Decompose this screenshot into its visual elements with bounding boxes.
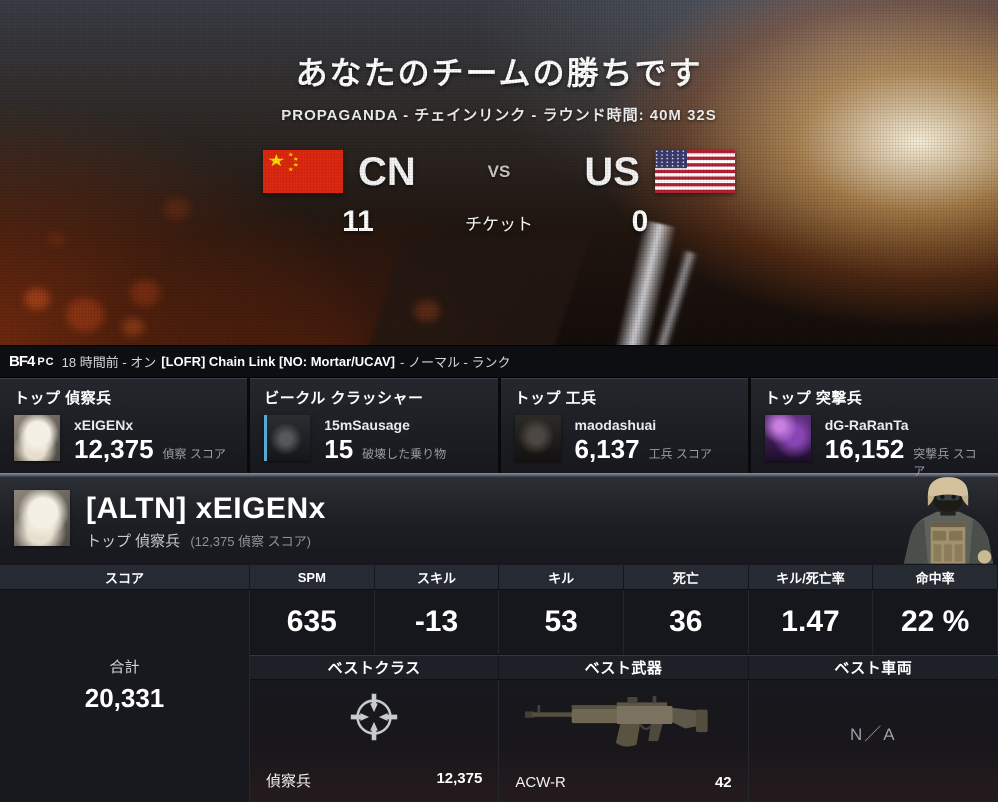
- best-vehicle-na: N／A: [850, 725, 897, 744]
- card-title: ビークル クラッシャー: [264, 390, 424, 407]
- card-title: トップ 工兵: [514, 390, 597, 407]
- section-divider: [0, 473, 998, 478]
- platform-badge: PC: [37, 355, 55, 368]
- top-player-card-vehicle-crusher[interactable]: ビークル クラッシャー 15mSausage 15 破壊した乗り物: [250, 378, 498, 473]
- player-avatar-large[interactable]: [14, 490, 70, 546]
- total-score-value: 20,331: [84, 683, 165, 713]
- player-detail-role-score: (12,375 偵察 スコア): [190, 534, 311, 549]
- stat-value-kills: 53: [499, 590, 624, 655]
- scoreboard: CN VS US: [263, 150, 735, 237]
- best-weapon-kills: 42: [714, 774, 732, 791]
- top-player-card-assault[interactable]: トップ 突撃兵 dG-RaRanTa 16,152 突撃兵 スコア: [750, 378, 998, 478]
- total-score-cell: 合計 20,331: [0, 590, 250, 802]
- hero-banner: あなたのチームの勝ちです PROPAGANDA - チェインリンク - ラウンド…: [0, 0, 998, 345]
- match-info-bar: BF4 PC 18 時間前 - オン [LOFR] Chain Link [NO…: [0, 345, 998, 378]
- best-vehicle-panel: N／A: [748, 680, 998, 802]
- player-detail-role: トップ 偵察兵: [86, 533, 181, 550]
- stat-value-spm: 635: [250, 590, 375, 655]
- top-player-card-recon[interactable]: トップ 偵察兵 xEIGENx 12,375 偵察 スコア: [0, 378, 248, 473]
- stat-header-spm: SPM: [250, 565, 375, 590]
- card-value: 15: [324, 434, 354, 464]
- team-cn-code: CN: [358, 149, 416, 194]
- stat-value-kd-ratio: 1.47: [748, 590, 874, 655]
- team-cn: CN: [263, 150, 453, 193]
- team-us: US: [545, 150, 735, 193]
- player-name: 15mSausage: [324, 417, 410, 433]
- card-value-label: 破壊した乗り物: [362, 447, 447, 461]
- best-class-header: ベストクラス: [250, 655, 500, 680]
- player-name: dG-RaRanTa: [824, 417, 909, 433]
- top-players-row: トップ 偵察兵 xEIGENx 12,375 偵察 スコア ビークル クラッシャ…: [0, 378, 998, 478]
- stat-header-skill: スキル: [374, 565, 500, 590]
- best-weapon-panel: ACW-R 42: [499, 680, 749, 802]
- acw-r-rifle-icon: [525, 696, 709, 747]
- player-detail-section: [ALTN] xEIGENx トップ 偵察兵 (12,375 偵察 スコア): [0, 477, 998, 802]
- team-us-code: US: [584, 149, 640, 194]
- total-label: 合計: [109, 659, 140, 676]
- recon-class-icon: [350, 693, 398, 741]
- card-value: 16,152: [824, 434, 905, 464]
- vs-label: VS: [487, 161, 511, 181]
- best-weapon-header: ベスト武器: [499, 655, 749, 680]
- card-value-label: 工兵 スコア: [648, 447, 712, 461]
- player-detail-header: [ALTN] xEIGENx トップ 偵察兵 (12,375 偵察 スコア): [0, 477, 998, 565]
- stat-header-kd-ratio: キル/死亡率: [748, 565, 874, 590]
- player-avatar: [14, 415, 60, 461]
- player-detail-name[interactable]: [ALTN] xEIGENx: [86, 492, 326, 525]
- tower-silhouette: [365, 238, 590, 345]
- card-value-label: 偵察 スコア: [162, 447, 226, 461]
- stat-value-deaths: 36: [623, 590, 749, 655]
- best-weapon-name[interactable]: ACW-R: [515, 774, 566, 791]
- stat-header-kills: キル: [499, 565, 624, 590]
- player-name: xEIGENx: [74, 417, 134, 433]
- bf4-logo: BF4: [9, 353, 35, 370]
- best-class-score: 12,375: [436, 770, 483, 787]
- top-player-card-engineer[interactable]: トップ 工兵 maodashuai 6,137 工兵 スコア: [500, 378, 748, 473]
- player-avatar: [514, 415, 561, 461]
- player-avatar: [264, 415, 311, 461]
- round-subtitle: PROPAGANDA - チェインリンク - ラウンド時間: 40M 32S: [281, 107, 717, 124]
- us-flag-icon: [655, 150, 735, 193]
- player-avatar: [764, 415, 811, 461]
- result-title: あなたのチームの勝ちです: [295, 55, 703, 91]
- stat-header-accuracy: 命中率: [873, 565, 998, 590]
- card-value-label: 突撃兵 スコア: [913, 447, 977, 478]
- card-title: トップ 偵察兵: [14, 390, 112, 407]
- best-class-panel: 偵察兵 12,375: [250, 680, 500, 802]
- stat-header-score: スコア: [0, 565, 250, 590]
- best-class-name[interactable]: 偵察兵: [266, 773, 312, 790]
- card-value: 6,137: [574, 434, 640, 464]
- server-link[interactable]: [LOFR] Chain Link [NO: Mortar/UCAV]: [161, 354, 395, 369]
- player-name: maodashuai: [574, 417, 657, 433]
- recon-soldier-figure: [903, 477, 994, 564]
- best-vehicle-header: ベスト車両: [748, 655, 998, 680]
- stats-table: スコア SPM スキル キル 死亡 キル/死亡率 命中率 合計 20,331 6…: [0, 565, 998, 802]
- tickets-label: チケット: [465, 214, 533, 234]
- match-mode: - ノーマル - ランク: [400, 355, 511, 370]
- team-us-tickets: 0: [631, 205, 649, 238]
- cn-flag-icon: [263, 150, 343, 193]
- stat-value-accuracy: 22 %: [873, 590, 998, 655]
- stat-value-skill: -13: [374, 590, 500, 655]
- stat-header-deaths: 死亡: [623, 565, 749, 590]
- card-value: 12,375: [74, 434, 154, 464]
- ember-bokeh: [24, 288, 50, 310]
- card-title: トップ 突撃兵: [764, 390, 863, 407]
- team-cn-tickets: 11: [342, 205, 374, 238]
- match-time-status: 18 時間前 - オン: [61, 355, 157, 370]
